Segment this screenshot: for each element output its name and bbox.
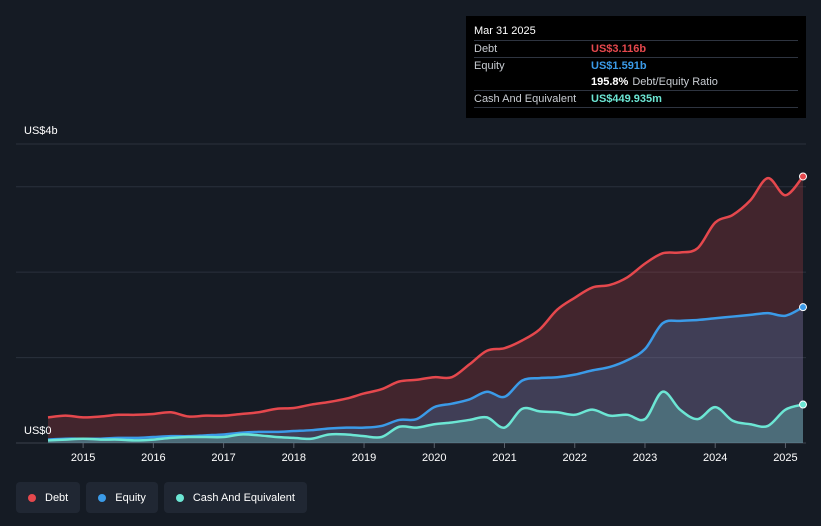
x-axis-ticks: 2015 2016 2017 2018 2019 2020 2021 2022 2023 2024… [71, 443, 798, 464]
legend-debt-dot-icon [28, 493, 36, 502]
tooltip-cash-value: US$449.935m [591, 93, 662, 105]
tooltip-debt-label: Debt [474, 43, 498, 55]
chart-legend: Debt Equity Cash And Equivalent [16, 482, 307, 513]
x-tick-label: 2024 [703, 452, 727, 464]
y-axis-top-label: US$4b [24, 125, 58, 137]
tooltip-date: Mar 31 2025 [474, 25, 536, 37]
x-tick-label: 2025 [773, 452, 797, 464]
end-markers [799, 172, 807, 409]
x-tick-label: 2022 [563, 452, 587, 464]
line-debt [47, 175, 804, 419]
tooltip-row-ratio: 195.8% Debt/Equity Ratio [474, 74, 798, 90]
legend-equity-label: Equity [115, 491, 146, 504]
tooltip-row-equity: Equity US$1.591b [474, 57, 798, 74]
area-equity [48, 307, 803, 443]
legend-item-debt[interactable]: Debt [16, 482, 81, 513]
tooltip-ratio-caption: Debt/Equity Ratio [632, 76, 718, 88]
data-tooltip: Mar 31 2025 Debt US$3.116b Equity US$1.5… [466, 16, 806, 118]
legend-item-equity[interactable]: Equity [86, 482, 158, 513]
x-tick-label: 2021 [492, 452, 516, 464]
tooltip-debt-value: US$3.116b [591, 43, 647, 55]
x-tick-label: 2023 [633, 452, 657, 464]
legend-item-cash[interactable]: Cash And Equivalent [163, 482, 307, 513]
line-equity [47, 306, 804, 441]
end-marker-debt [799, 172, 807, 181]
x-tick-label: 2020 [422, 452, 446, 464]
legend-equity-dot-icon [98, 493, 107, 502]
legend-cash-label: Cash And Equivalent [192, 491, 295, 504]
tooltip-cash-label: Cash And Equivalent [474, 93, 577, 105]
end-marker-equity [799, 303, 807, 312]
x-tick-label: 2017 [211, 452, 235, 464]
tooltip-equity-value: US$1.591b [591, 60, 647, 72]
tooltip-row-debt: Debt US$3.116b [474, 40, 798, 57]
x-tick-label: 2019 [352, 452, 376, 464]
x-tick-label: 2018 [282, 452, 306, 464]
gridlines [16, 143, 806, 444]
x-tick-label: 2016 [141, 452, 165, 464]
x-tick-label: 2015 [71, 452, 95, 464]
tooltip-row-cash: Cash And Equivalent US$449.935m [474, 90, 798, 108]
y-axis-bottom-label: US$0 [24, 425, 52, 437]
series-lines [47, 175, 804, 442]
end-marker-cash-and-equivalent [799, 400, 807, 409]
legend-cash-dot-icon [175, 493, 184, 502]
tooltip-equity-label: Equity [474, 60, 505, 72]
series-areas [48, 176, 803, 443]
line-cash-and-equivalent [47, 390, 804, 442]
legend-debt-label: Debt [45, 491, 69, 504]
area-cash-and-equivalent [48, 391, 803, 443]
tooltip-ratio-value: 195.8% [591, 76, 629, 88]
area-debt [48, 176, 803, 443]
